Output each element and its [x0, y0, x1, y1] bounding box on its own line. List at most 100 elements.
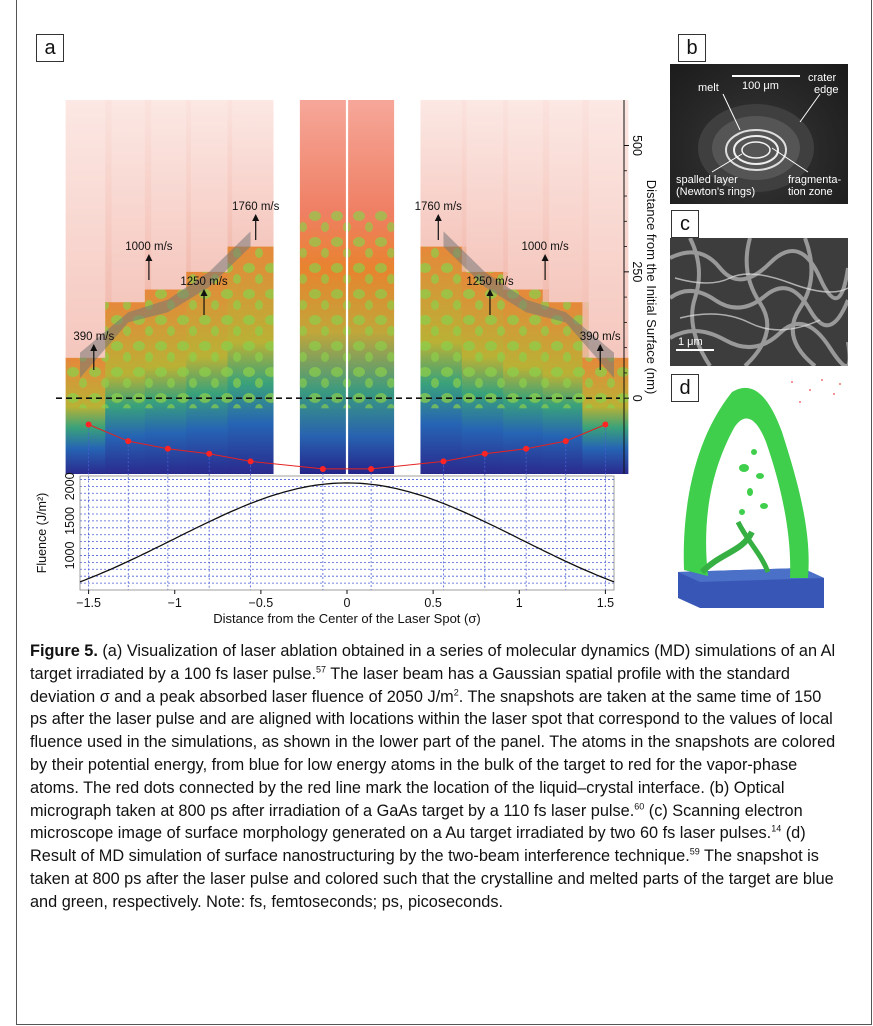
panel-label-c: c [671, 210, 699, 238]
reference-57: 57 [316, 664, 327, 675]
arrow-head [486, 289, 494, 296]
caption-text: . The snapshots are taken at the same ti… [30, 687, 836, 820]
x-tick-label: −1.5 [76, 596, 101, 610]
crater-label-2: edge [814, 84, 839, 96]
md-snapshot-column [227, 100, 274, 474]
crater-label-1: crater [808, 72, 837, 84]
md-snapshot-column [186, 100, 233, 474]
liquid-crystal-interface-line [88, 424, 606, 470]
md-nanostructure-snapshot [672, 372, 848, 608]
x-tick-label: 0.5 [424, 596, 441, 610]
interface-point [440, 458, 447, 465]
interface-point [562, 438, 569, 445]
arrow-head [90, 344, 98, 351]
interface-point [206, 450, 213, 457]
x-tick-label: 1 [516, 596, 523, 610]
velocity-label: 1250 m/s [180, 276, 228, 288]
spalled-label-1: spalled layer [676, 174, 738, 186]
velocity-label: 390 m/s [580, 331, 621, 343]
x-axis-title: Distance from the Center of the Laser Sp… [213, 611, 480, 626]
md-snapshot-column [582, 100, 629, 474]
y-tick-label: 1000 [63, 542, 77, 570]
md-snapshot-column [105, 100, 152, 474]
vapor-plume [503, 100, 550, 290]
vapor-plume [105, 100, 152, 303]
arrow-head [200, 289, 208, 296]
superscript-2: 2 [453, 687, 459, 698]
right-axis-title: Distance from the Initial Surface (nm) [644, 180, 659, 395]
expansion-band-left [80, 231, 251, 378]
vapor-plume [542, 100, 589, 303]
optical-micrograph: 100 μm melt crater edge spalled layer (N… [670, 64, 848, 204]
sem-scale-label: 1 μm [678, 336, 703, 348]
reference-60: 60 [634, 801, 645, 812]
fragmentation-label-2: tion zone [788, 186, 833, 198]
expansion-band-right [443, 231, 614, 378]
y-tick-label: 2000 [63, 472, 77, 500]
vapor-plume [186, 100, 233, 272]
panel-label-b: b [678, 34, 706, 62]
vapor-plume [420, 100, 467, 247]
caption-text: (a) Visualization of laser ablation obta… [30, 642, 836, 683]
spalled-label-2: (Newton's rings) [676, 186, 756, 198]
arrow-head [145, 254, 153, 261]
fragmentation-label-1: fragmenta- [788, 174, 842, 186]
velocity-label: 1000 m/s [125, 241, 173, 253]
arrow-head [541, 254, 549, 261]
interface-point [85, 421, 92, 428]
md-snapshot-column [461, 100, 508, 474]
melt-label: melt [698, 82, 719, 94]
interface-point [247, 458, 254, 465]
velocity-label: 1000 m/s [521, 241, 569, 253]
caption-text: The laser beam has a Gaussian spatial pr… [30, 664, 790, 706]
md-snapshot-column [348, 100, 395, 474]
md-snapshot-column [542, 100, 589, 474]
figure-caption: Figure 5. (a) Visualization of laser abl… [30, 640, 840, 914]
vapor-plume [65, 100, 112, 358]
interface-point [125, 438, 132, 445]
velocity-label: 390 m/s [73, 331, 114, 343]
md-snapshot-column [299, 100, 346, 474]
scale-label: 100 μm [742, 80, 779, 92]
interface-point [368, 465, 375, 472]
panel-a-figure: 390 m/s 1000 m/s 1250 m/s 1760 m/s 1760 m/s 1… [35, 100, 659, 626]
caption-text: (d) Result of MD simulation of surface n… [30, 824, 806, 866]
panel-label-d: d [671, 374, 699, 402]
arrow-head [596, 344, 604, 351]
reference-14: 14 [771, 823, 782, 834]
velocity-label: 1760 m/s [232, 201, 280, 213]
fluence-curve [79, 482, 615, 583]
y-tick-label: 1500 [63, 507, 77, 535]
md-snapshot-column [420, 100, 467, 474]
interface-point [319, 465, 326, 472]
vapor-plume [227, 100, 274, 247]
caption-text: (c) Scanning electron microscope image o… [30, 801, 803, 843]
md-snapshot-column [65, 100, 112, 474]
vapor-plume [144, 100, 191, 290]
sem-image: 1 μm [670, 238, 848, 366]
interface-point [164, 445, 171, 452]
figure-frame [16, 0, 872, 1025]
vapor-plume [582, 100, 629, 358]
right-axis-tick-label: 500 [630, 135, 644, 156]
velocity-label: 1760 m/s [415, 201, 463, 213]
x-tick-label: −1 [168, 596, 182, 610]
liquid-regions [227, 246, 274, 409]
x-tick-label: −0.5 [249, 596, 274, 610]
panel-label-a: a [36, 34, 64, 62]
interface-point [602, 421, 609, 428]
right-axis-tick-label: 0 [630, 395, 644, 402]
velocity-label: 1250 m/s [466, 276, 514, 288]
arrow-head [252, 214, 260, 221]
reference-59: 59 [689, 846, 700, 857]
right-axis-tick-label: 250 [630, 261, 644, 282]
x-tick-label: 0 [344, 596, 351, 610]
interface-point [481, 450, 488, 457]
interface-point [523, 445, 530, 452]
liquid-regions [299, 206, 346, 409]
x-tick-label: 1.5 [597, 596, 614, 610]
vapor-plume [461, 100, 508, 272]
arrow-head [434, 214, 442, 221]
liquid-regions [348, 206, 395, 409]
caption-text: The snapshot is taken at 800 ps after th… [30, 847, 834, 911]
